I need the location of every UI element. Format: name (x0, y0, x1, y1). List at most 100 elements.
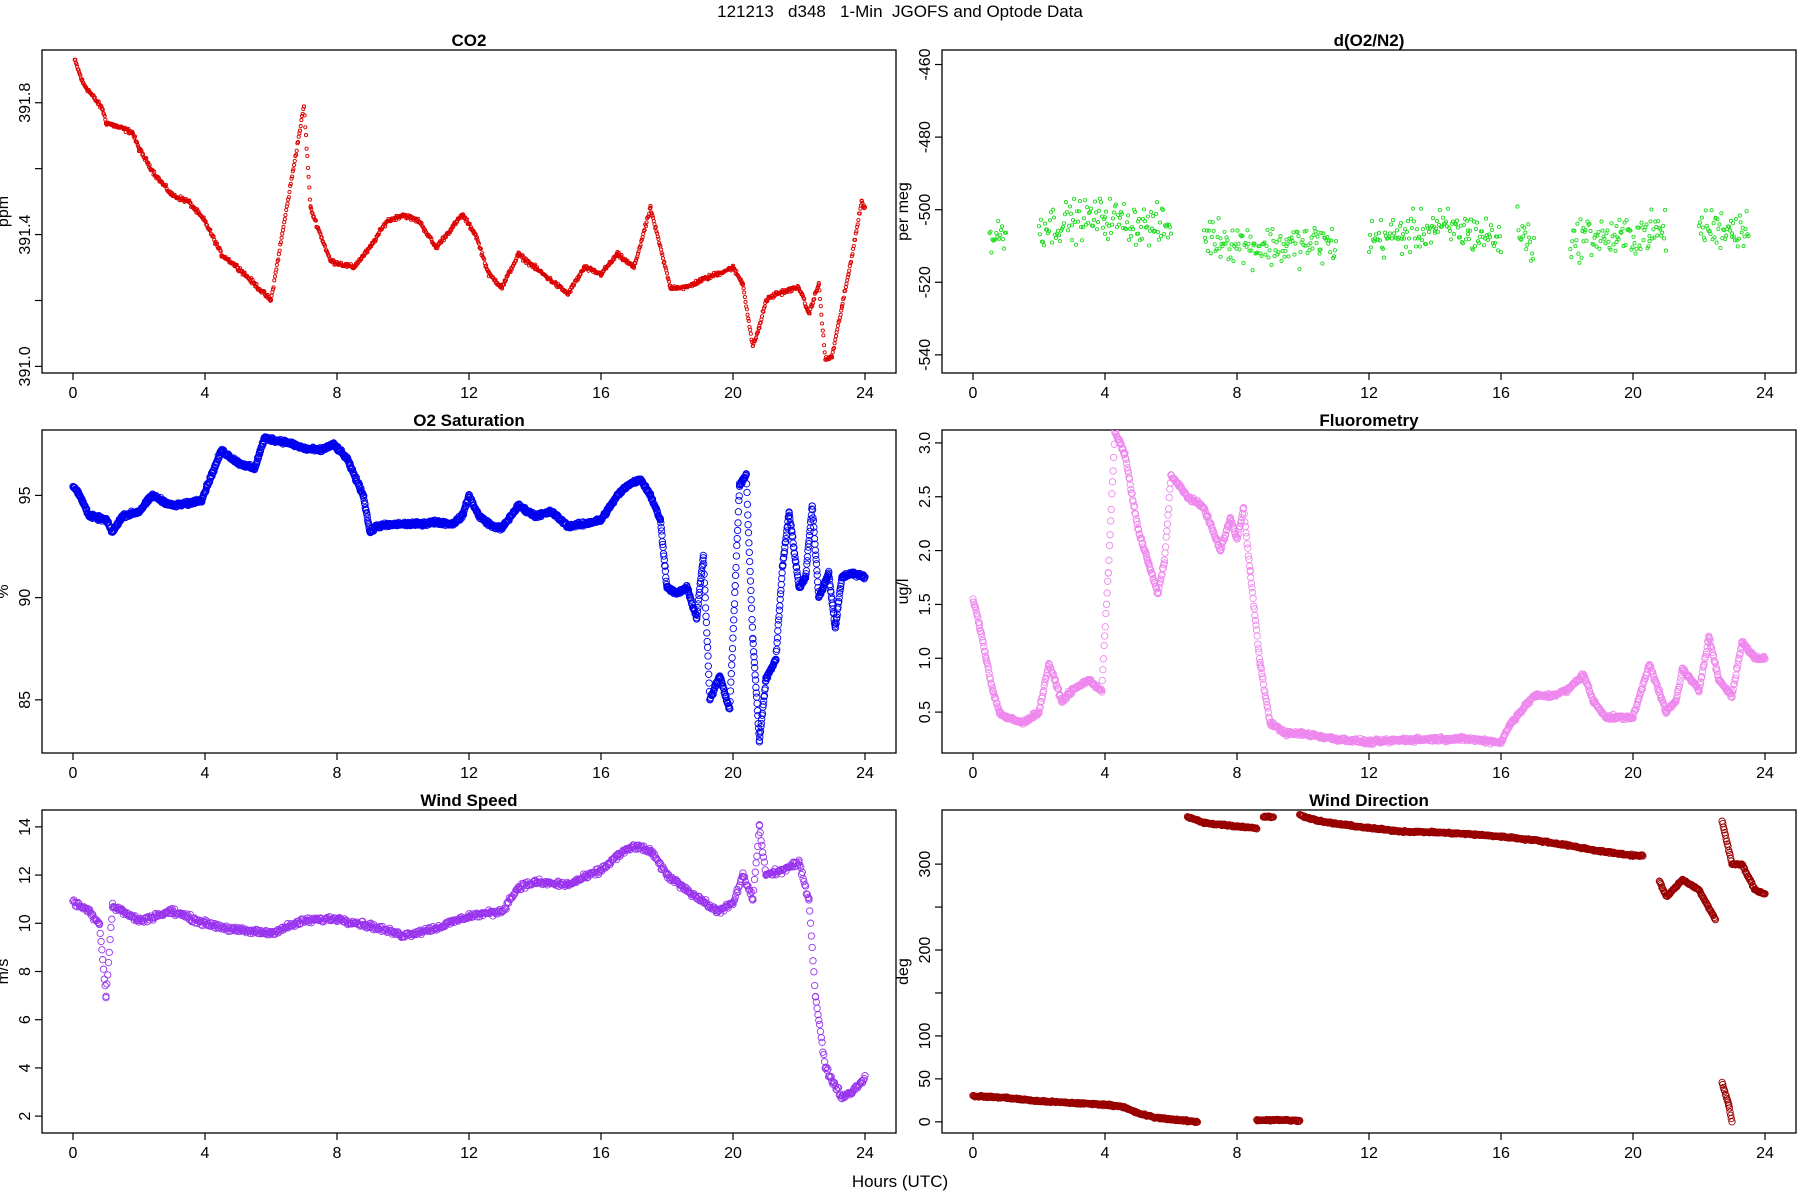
data-point (1099, 666, 1107, 674)
data-point (1284, 244, 1289, 249)
data-point (360, 497, 368, 505)
data-point (464, 217, 470, 222)
data-point (661, 260, 666, 265)
data-point (449, 228, 454, 233)
data-point (839, 305, 844, 310)
data-point (1244, 244, 1249, 249)
data-point (1243, 540, 1251, 548)
x-tick-label: 16 (1492, 765, 1510, 782)
data-point (480, 251, 485, 256)
data-point (836, 585, 844, 593)
data-point (655, 234, 660, 239)
data-point (1090, 223, 1096, 229)
data-point (1417, 244, 1423, 249)
data-point (726, 704, 734, 713)
data-point (1165, 493, 1173, 502)
data-point (785, 511, 794, 519)
data-point (727, 678, 735, 686)
data-point (1164, 222, 1170, 227)
data-point (1145, 214, 1151, 219)
data-point (1614, 240, 1619, 245)
x-tick-label: 12 (460, 385, 478, 402)
data-point (728, 644, 737, 653)
data-point (659, 540, 667, 549)
data-point (1068, 211, 1074, 216)
data-point (745, 539, 753, 547)
data-point (972, 606, 980, 614)
data-point (752, 683, 760, 692)
data-point (744, 521, 752, 529)
data-point (1437, 208, 1443, 213)
data-point (1402, 227, 1408, 232)
data-point (1305, 250, 1310, 255)
data-point (1136, 216, 1142, 221)
data-point (1241, 518, 1249, 526)
data-point (812, 555, 820, 564)
y-tick-label: -500 (917, 194, 934, 226)
data-point (811, 546, 819, 554)
data-point (1587, 221, 1592, 226)
data-point (744, 511, 752, 519)
data-point (759, 700, 767, 709)
data-point (1124, 220, 1130, 225)
data-point (1216, 216, 1221, 221)
data-point (997, 236, 1002, 241)
data-point (818, 304, 823, 309)
data-point (1139, 539, 1147, 547)
data-point (1457, 235, 1463, 240)
x-tick-label: 0 (69, 385, 78, 402)
data-point (1376, 230, 1382, 235)
data-point (693, 615, 701, 623)
data-point (1708, 231, 1713, 237)
data-point (299, 118, 304, 123)
data-point (1221, 241, 1226, 246)
data-point (1662, 207, 1668, 213)
data-point (1526, 222, 1531, 227)
data-point (1602, 236, 1607, 241)
data-point (1470, 247, 1476, 252)
data-point (451, 224, 456, 229)
data-point (1117, 215, 1123, 220)
data-point (792, 558, 800, 566)
data-point (765, 298, 770, 304)
data-point (387, 219, 392, 224)
data-point (657, 524, 665, 532)
data-point (1399, 236, 1405, 241)
data-point (751, 676, 760, 684)
data-point (1603, 241, 1608, 246)
data-point (1382, 230, 1388, 235)
data-point (993, 699, 1001, 707)
data-point (1240, 233, 1245, 238)
data-point (749, 648, 758, 656)
data-point (631, 265, 637, 270)
data-point (660, 252, 665, 257)
data-point (1166, 485, 1174, 493)
data-point (1247, 579, 1256, 587)
data-point (1051, 215, 1057, 220)
data-point (1093, 210, 1099, 215)
data-point (318, 231, 323, 237)
data-point (1003, 230, 1009, 235)
x-tick-label: 0 (69, 765, 78, 782)
data-point (989, 250, 994, 255)
data-point (1301, 243, 1306, 248)
data-point (1234, 531, 1242, 539)
data-point (1311, 233, 1316, 238)
data-point (1133, 517, 1141, 526)
data-point (705, 679, 713, 687)
x-tick-label: 20 (724, 385, 742, 402)
x-tick-label: 8 (333, 765, 342, 782)
data-point (1433, 226, 1439, 231)
data-point (760, 692, 769, 700)
data-point (132, 134, 138, 139)
data-point (1254, 640, 1262, 648)
data-point (1123, 227, 1129, 232)
data-point (1737, 213, 1742, 218)
data-point (1530, 256, 1536, 261)
data-point (633, 258, 639, 263)
data-point (810, 523, 818, 531)
data-point (1037, 232, 1043, 237)
data-point (1209, 527, 1217, 535)
